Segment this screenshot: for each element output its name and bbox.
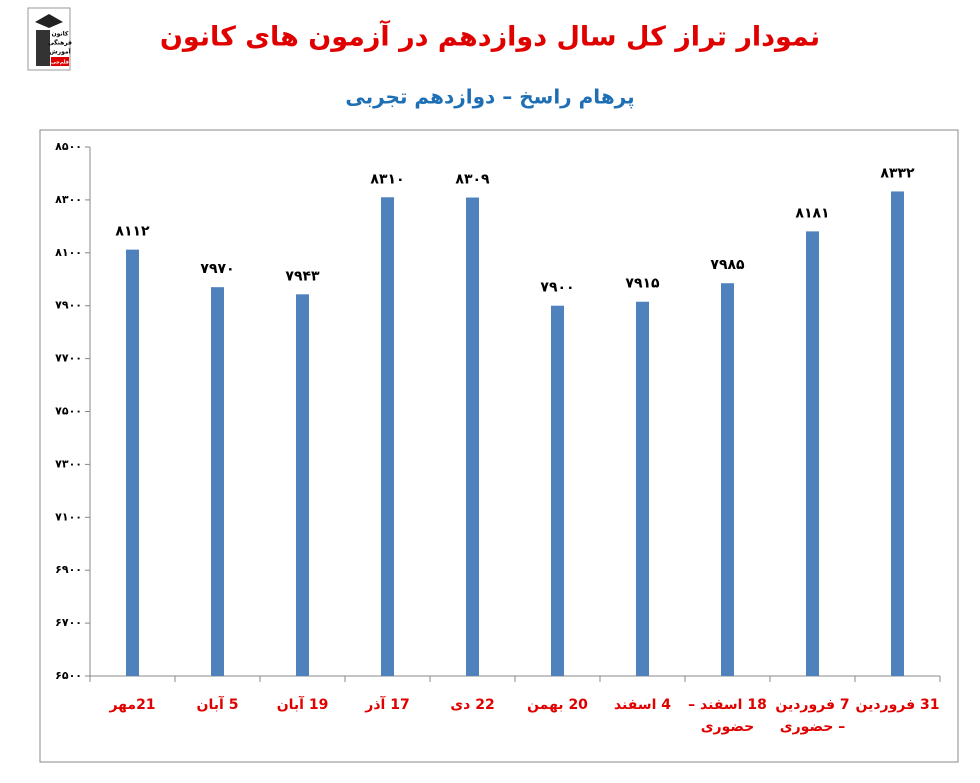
y-tick-label: ۷۷۰۰ (55, 352, 82, 365)
x-tick-label: 7 فروردین – حضوری (775, 697, 850, 735)
value-label: ۷۹۸۵ (710, 257, 745, 273)
bar (891, 191, 904, 676)
chart-title: نمودار تراز کل سال دوازدهم در آزمون های … (160, 20, 820, 53)
logo-cap (35, 14, 63, 28)
x-tick-label: 18 اسفند – حضوری (688, 697, 767, 735)
bar (126, 249, 139, 676)
y-tick-label: ۷۳۰۰ (55, 457, 82, 470)
bar (466, 197, 479, 676)
chart-subtitle: پرهام راسخ – دوازدهم تجربی (345, 85, 634, 110)
x-tick-label: 4 اسفند (613, 697, 672, 713)
x-tick-label: 19 آبان (276, 697, 329, 713)
logo-figure (36, 30, 50, 66)
logo-text: آموزش (49, 47, 71, 56)
x-tick-label: 22 دی (450, 697, 495, 713)
y-tick-label: ۸۱۰۰ (55, 246, 82, 259)
y-tick-label: ۶۷۰۰ (55, 616, 82, 629)
x-tick-label: 17 آذر (365, 697, 410, 713)
value-label: ۷۹۰۰ (540, 280, 574, 296)
x-tick-label: 20 بهمن (527, 697, 588, 713)
value-label: ۷۹۴۳ (285, 268, 320, 284)
bar (721, 283, 734, 676)
y-tick-label: ۷۹۰۰ (55, 299, 82, 312)
bar (806, 231, 819, 677)
value-label: ۸۱۱۲ (115, 224, 150, 240)
y-tick-label: ۸۵۰۰ (55, 140, 82, 153)
value-label: ۸۳۳۲ (880, 165, 915, 181)
y-tick-label: ۷۵۰۰ (55, 405, 82, 418)
logo-text: فرهنگی (48, 39, 72, 47)
bar (551, 305, 564, 676)
x-tick-label: 5 آبان (196, 697, 239, 713)
y-tick-label: ۷۱۰۰ (55, 510, 82, 523)
logo-text: کانون (52, 31, 69, 38)
bar (296, 294, 309, 676)
y-tick-label: ۸۳۰۰ (55, 193, 82, 206)
logo-band (51, 57, 69, 66)
x-tick-label: 31 فروردین (855, 697, 940, 713)
chart-frame (39, 129, 959, 763)
bar (381, 197, 394, 676)
value-label: ۷۹۷۰ (200, 261, 234, 277)
y-tick-label: ۶۹۰۰ (55, 563, 82, 576)
logo: کانون فرهنگی آموزش قلم‌چی (27, 7, 72, 71)
value-label: ۸۱۸۱ (795, 205, 829, 221)
bar (636, 301, 649, 676)
x-tick-label: 21مهر (109, 697, 156, 713)
value-label: ۷۹۱۵ (625, 276, 660, 292)
y-tick-label: ۶۵۰۰ (55, 669, 82, 682)
value-label: ۸۳۱۰ (370, 171, 404, 187)
value-label: ۸۳۰۹ (455, 172, 490, 188)
logo-text: قلم‌چی (51, 60, 69, 66)
bar (211, 287, 224, 676)
